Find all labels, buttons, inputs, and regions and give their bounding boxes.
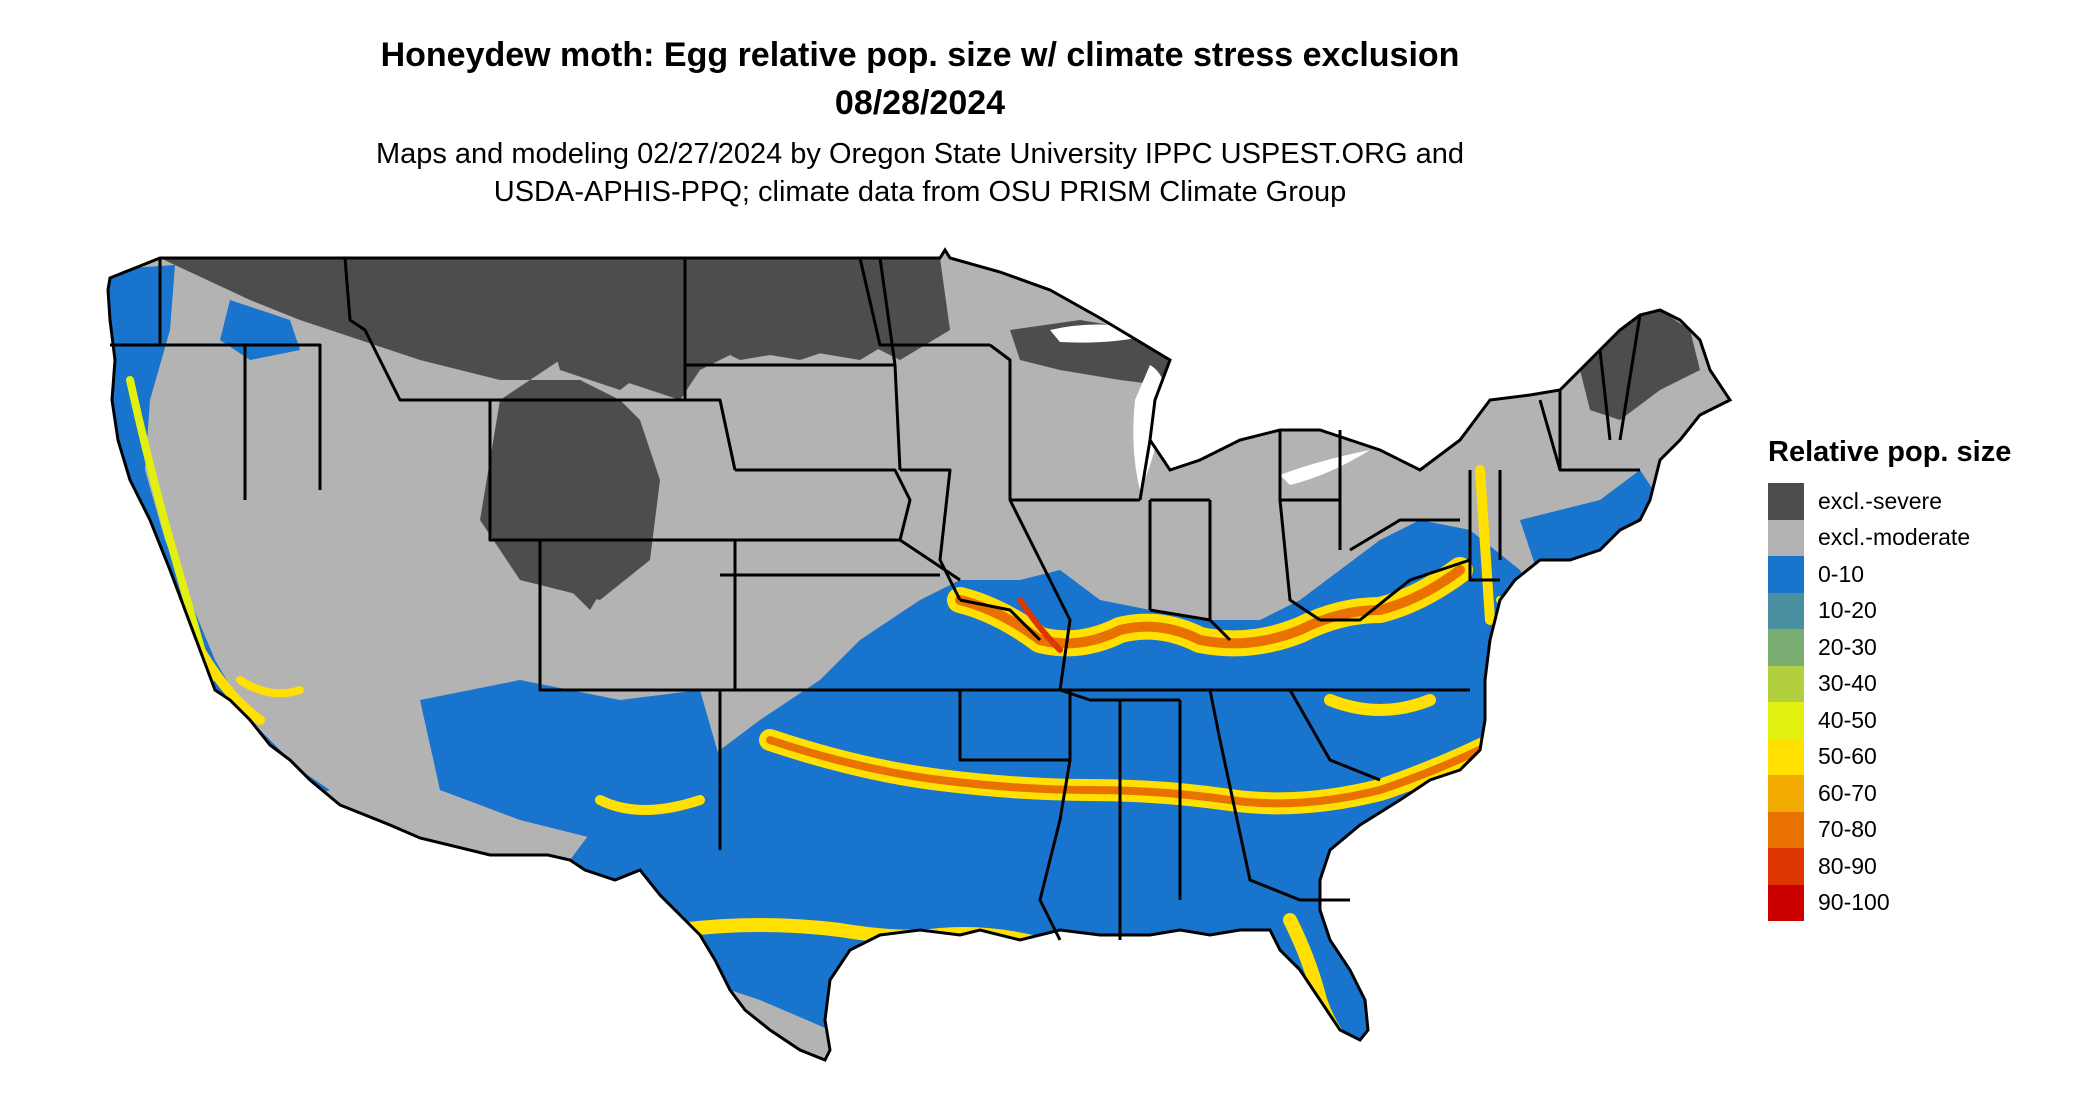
state-border <box>1598 349 1612 441</box>
legend-item: 0-10 <box>1768 556 2068 593</box>
title-line-1: Honeydew moth: Egg relative pop. size w/… <box>380 36 1460 74</box>
legend-item: 90-100 <box>1768 884 2068 921</box>
legend-label: excl.-moderate <box>1818 524 1971 551</box>
state-border <box>1278 499 1321 622</box>
suitability-band <box>195 645 265 725</box>
state-border <box>989 343 1042 561</box>
legend-item: excl.-moderate <box>1768 519 2068 556</box>
state-border <box>735 468 912 541</box>
suitability-band <box>126 376 214 684</box>
us-map: // placeholder; map is drawn by the page… <box>106 247 1733 1062</box>
great-lake <box>1390 437 1455 448</box>
legend-label: 70-80 <box>1818 816 1877 843</box>
state-border <box>858 257 990 347</box>
legend-item: 60-70 <box>1768 775 2068 812</box>
state-border <box>683 258 737 471</box>
legend-label: 90-100 <box>1818 889 1890 916</box>
legend-item: 10-20 <box>1768 592 2068 629</box>
legend-label: 50-60 <box>1818 743 1877 770</box>
excl-severe-region <box>690 250 910 360</box>
excl-severe-region <box>560 460 620 610</box>
state-border <box>343 257 490 402</box>
state-border <box>1349 518 1460 552</box>
legend-items: excl.-severe excl.-moderate 0-10 10-20 20-30… <box>1768 483 2068 921</box>
state-border <box>900 468 962 601</box>
legend-swatch <box>1768 848 1804 885</box>
suitability-band <box>1475 465 1495 625</box>
state-border <box>1278 430 1340 502</box>
legend-swatch <box>1768 556 1804 593</box>
state-border <box>1038 559 1072 691</box>
legend-label: 40-50 <box>1818 706 1877 733</box>
suitability-band <box>1496 596 1544 654</box>
legend-swatch <box>1768 884 1804 921</box>
legend-swatch <box>1768 483 1804 520</box>
map-fill-layer <box>108 250 1730 1060</box>
legend-swatch <box>1768 702 1804 739</box>
state-border <box>1468 470 1500 582</box>
legend-swatch <box>1768 665 1804 702</box>
legend-label: 30-40 <box>1818 670 1877 697</box>
state-border <box>1138 439 1152 501</box>
suitability-band <box>955 565 1465 649</box>
state-border <box>1618 314 1642 441</box>
suitability-band <box>595 795 705 815</box>
legend-swatch <box>1768 519 1804 556</box>
title-date: 08/28/2024 <box>834 84 1006 122</box>
state-border <box>1218 739 1350 902</box>
state-boundaries <box>110 257 1642 941</box>
legend-label: 10-20 <box>1818 597 1877 624</box>
legend-swatch <box>1768 775 1804 812</box>
us-outline <box>106 247 1733 1062</box>
legend-item: 20-30 <box>1768 629 2068 666</box>
state-border <box>899 538 961 582</box>
legend-title: Relative pop. size <box>1768 436 2012 468</box>
state-border <box>1288 689 1381 782</box>
legend-item: 70-80 <box>1768 811 2068 848</box>
state-border <box>110 343 322 490</box>
legend-item: 50-60 <box>1768 738 2068 775</box>
state-border <box>1059 688 1180 702</box>
great-lake <box>1190 370 1280 414</box>
subtitle-line-1: Maps and modeling 02/27/2024 by Oregon S… <box>375 138 1465 170</box>
excl-severe-region <box>540 300 660 390</box>
legend-label: 80-90 <box>1818 852 1877 879</box>
state-border <box>959 598 1042 642</box>
legend-item: 30-40 <box>1768 665 2068 702</box>
legend-label: 20-30 <box>1818 633 1877 660</box>
legend-swatch <box>1768 811 1804 848</box>
suitability-band <box>1017 597 1063 653</box>
legend-label: excl.-severe <box>1818 487 1942 514</box>
suitability-band <box>236 676 304 698</box>
suitability-band <box>766 736 1504 808</box>
legend: Relative pop. size excl.-severe excl.-mod… <box>1768 436 2068 921</box>
legend-item: 40-50 <box>1768 702 2068 739</box>
legend-item: 80-90 <box>1768 848 2068 885</box>
legend-swatch <box>1768 629 1804 666</box>
great-lake <box>1280 450 1370 485</box>
suitability-band <box>1324 694 1436 716</box>
legend-label: 60-70 <box>1818 779 1877 806</box>
state-border <box>1320 558 1471 622</box>
great-lake <box>1050 324 1160 343</box>
blue-southwest-patch <box>420 680 720 840</box>
subtitle-line-2: USDA-APHIS-PPQ; climate data from OSU PR… <box>493 176 1347 208</box>
legend-swatch <box>1768 738 1804 775</box>
legend-swatch <box>1768 592 1804 629</box>
state-border <box>1038 759 1072 941</box>
blue-atlantic-strip <box>1520 470 1660 580</box>
legend-label: 0-10 <box>1818 560 1865 587</box>
legend-item: excl.-severe <box>1768 483 2068 520</box>
